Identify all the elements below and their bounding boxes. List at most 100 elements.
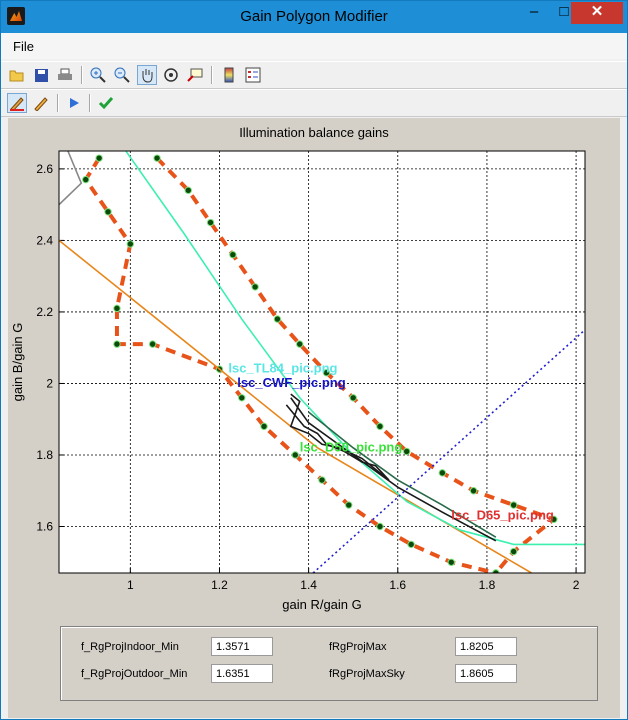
close-button[interactable]: ✕: [571, 2, 623, 24]
rotate-icon[interactable]: [161, 65, 181, 85]
vertex-marker: [376, 522, 384, 531]
vertex-marker: [238, 394, 246, 402]
vertex-marker: [438, 469, 447, 477]
zoom-out-icon[interactable]: [112, 65, 132, 85]
series-line-line: [312, 329, 585, 573]
vertex-marker: [153, 154, 161, 162]
menu-bar: File: [1, 33, 627, 59]
label-annotation: lsc_D65_pic.png: [451, 507, 554, 522]
save-icon[interactable]: [31, 65, 51, 85]
matlab-logo-icon: [7, 7, 25, 25]
x-tick-label: 1: [127, 578, 134, 592]
checkmark-icon[interactable]: [96, 93, 116, 113]
pan-icon[interactable]: [137, 65, 157, 85]
field-label: fRgProjMaxSky: [329, 668, 405, 680]
toolbar-main: [1, 61, 627, 89]
series-line-line: [59, 239, 532, 573]
y-tick-label: 2.4: [36, 233, 53, 247]
x-tick-label: 1.6: [389, 578, 406, 592]
x-tick-label: 1.4: [300, 578, 317, 592]
vertex-marker: [407, 540, 415, 549]
series-line-line: [289, 393, 390, 481]
colorbar-icon[interactable]: [219, 65, 239, 85]
series-line-line: [125, 151, 585, 546]
vertex-marker: [113, 340, 121, 348]
minimize-button[interactable]: ‒: [529, 3, 539, 20]
y-tick-label: 2.2: [36, 305, 53, 319]
series-line-line: [285, 404, 390, 481]
vertex-marker: [447, 558, 455, 566]
field-label: f_RgProjIndoor_Min: [81, 641, 179, 653]
pencil-orange-icon[interactable]: [31, 93, 51, 113]
frgprojmax-input[interactable]: [455, 637, 517, 656]
vertex-marker: [273, 315, 282, 323]
f-rgprojindoor-min-input[interactable]: [211, 637, 273, 656]
x-tick-label: 2: [573, 578, 580, 592]
series-line-line: [290, 397, 497, 542]
menu-file[interactable]: File: [13, 39, 34, 54]
vertex-marker: [95, 154, 103, 162]
x-tick-label: 1.8: [479, 578, 496, 592]
vertex-marker: [469, 487, 478, 495]
vertex-marker: [206, 218, 215, 227]
x-axis-label: gain R/gain G: [282, 597, 362, 612]
vertex-marker: [82, 175, 90, 184]
vertex-marker: [260, 422, 268, 431]
vertex-marker: [148, 340, 157, 348]
series-line-line: [59, 151, 83, 206]
play-icon[interactable]: [64, 93, 84, 113]
chart-svg[interactable]: 1 1.2 1.4 1.6 1.8 2 1.6 1.8 2 2.2 2.4 2.6 lsc_TL84_p…: [8, 118, 620, 618]
vertex-marker: [291, 451, 299, 459]
series-line-line: [308, 411, 497, 538]
y-tick-label: 2: [46, 376, 53, 390]
maximize-button[interactable]: □: [559, 3, 569, 20]
y-tick-label: 1.8: [36, 448, 53, 462]
vertex-marker: [104, 208, 112, 216]
vertex-marker: [509, 501, 518, 509]
vertex-marker: [376, 422, 384, 431]
f-rgprojoutdoor-min-input[interactable]: [211, 664, 273, 683]
toolbar-edit: [1, 89, 627, 117]
label-annotation: lsc_D50_pic.png: [300, 439, 403, 454]
vertex-marker: [229, 251, 237, 259]
toolbar-separator: [81, 66, 83, 84]
vertex-marker: [251, 283, 259, 291]
label-annotation: lsc_CWF_pic.png: [237, 375, 345, 390]
field-label: fRgProjMax: [329, 641, 387, 653]
frgprojmaxsky-input[interactable]: [455, 664, 517, 683]
y-tick-label: 2.6: [36, 162, 53, 176]
toolbar-separator: [211, 66, 213, 84]
vertex-marker: [349, 394, 357, 402]
vertex-marker: [126, 240, 135, 248]
vertex-marker: [322, 369, 331, 377]
data-cursor-icon[interactable]: [185, 65, 205, 85]
vertex-marker: [345, 501, 353, 509]
y-tick-label: 1.6: [36, 520, 53, 534]
window-title: Gain Polygon Modifier: [240, 8, 388, 25]
figure-area: Illumination balance gains 1 1.2 1.4 1.6 1.8…: [8, 118, 620, 718]
x-tick-label: 1.2: [211, 578, 228, 592]
vertex-marker: [318, 476, 326, 484]
pencil-red-icon[interactable]: [7, 93, 27, 113]
title-bar[interactable]: Gain Polygon Modifier ‒ □ ✕: [1, 1, 627, 33]
vertex-marker: [113, 304, 121, 313]
chart-title: Illumination balance gains: [239, 125, 389, 140]
toolbar-separator: [89, 94, 91, 112]
open-icon[interactable]: [7, 65, 27, 85]
zoom-in-icon[interactable]: [88, 65, 108, 85]
parameter-panel: f_RgProjIndoor_Min fRgProjMax f_RgProjOu…: [60, 626, 598, 701]
label-annotation: lsc_TL84_pic.png: [228, 361, 337, 376]
y-axis-label: gain B/gain G: [10, 323, 25, 402]
toolbar-separator: [57, 94, 59, 112]
vertex-marker: [550, 515, 558, 524]
vertex-marker: [402, 447, 411, 456]
vertex-marker: [184, 186, 192, 195]
field-label: f_RgProjOutdoor_Min: [81, 668, 188, 680]
plot-border: [58, 150, 586, 574]
plot-background: [59, 151, 585, 573]
legend-icon[interactable]: [243, 65, 263, 85]
vertex-marker: [296, 340, 304, 348]
print-icon[interactable]: [55, 65, 75, 85]
